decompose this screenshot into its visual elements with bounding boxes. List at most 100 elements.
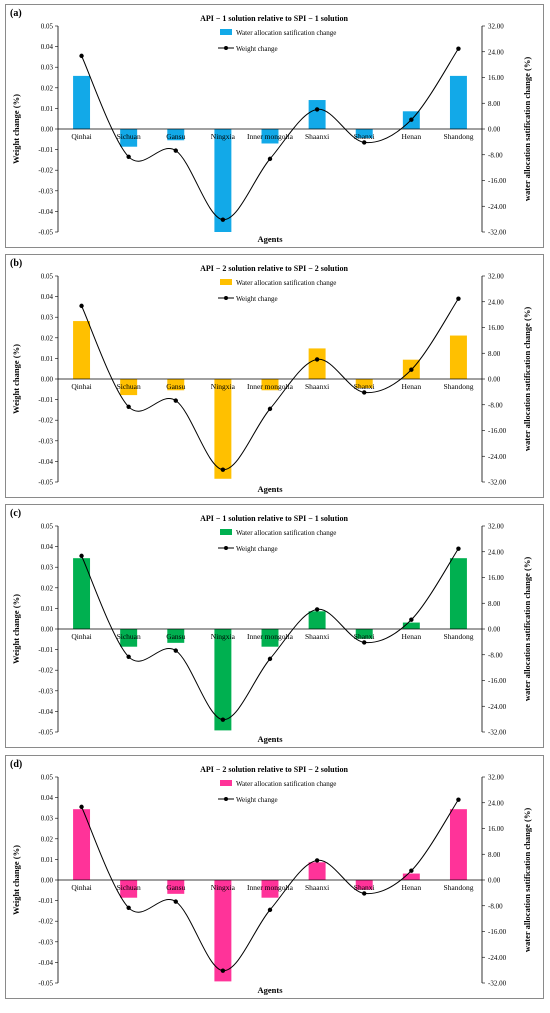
bar xyxy=(261,629,279,647)
x-tick-label: Sichuan xyxy=(117,132,141,141)
y-tick-label: 0.01 xyxy=(41,856,54,864)
legend-swatch-bar xyxy=(220,780,232,786)
y2-tick-label: 24.00 xyxy=(488,799,504,807)
bar xyxy=(449,335,467,379)
x-tick-label: Shandong xyxy=(443,132,473,141)
x-tick-label: Inner mongolia xyxy=(247,382,294,391)
chart-svg: (d) API − 2 solution relative to SPI − 2 … xyxy=(10,759,532,995)
data-point xyxy=(173,148,178,153)
legend-swatch-marker xyxy=(224,797,228,801)
y2-tick-label: 16.00 xyxy=(488,825,504,833)
y-tick-label: -0.05 xyxy=(38,980,53,988)
y-tick-label: 0.02 xyxy=(41,584,54,592)
bar xyxy=(308,348,326,379)
x-tick-label: Ningxia xyxy=(211,132,236,141)
x-tick-label: Shaanxi xyxy=(305,632,329,641)
y-tick-label: -0.01 xyxy=(38,396,53,404)
y-tick-label: 0.05 xyxy=(41,273,54,281)
x-tick-label: Gansu xyxy=(166,883,185,892)
bar xyxy=(449,558,467,629)
bar xyxy=(167,629,185,643)
x-tick-label: Qinhai xyxy=(71,883,91,892)
y-tick-label: 0.00 xyxy=(41,376,54,384)
bar xyxy=(167,880,185,894)
legend-swatch-marker xyxy=(224,46,228,50)
panel-label: (c) xyxy=(10,508,21,519)
data-point xyxy=(126,654,131,660)
data-point xyxy=(267,406,273,412)
data-point xyxy=(267,156,273,162)
y-tick-label: 0.02 xyxy=(41,84,54,92)
x-tick-label: Shandong xyxy=(443,883,473,892)
y2-tick-label: 16.00 xyxy=(488,74,504,82)
x-tick-label: Gansu xyxy=(166,132,185,141)
y-tick-label: 0.00 xyxy=(41,126,54,134)
x-axis-title: Agents xyxy=(257,484,283,494)
y-axis-title: Weight change (%) xyxy=(11,845,21,915)
x-tick-label: Henan xyxy=(402,132,422,141)
y-tick-label: 0.04 xyxy=(41,543,54,551)
y-tick-label: 0.00 xyxy=(41,877,54,885)
legend-swatch-marker xyxy=(224,546,228,550)
panel-label: (a) xyxy=(10,8,22,19)
x-tick-label: Shanxi xyxy=(354,132,375,141)
legend-label-bar: Water allocation satification change xyxy=(236,780,336,788)
y2-tick-label: -32.00 xyxy=(488,980,507,988)
y-axis-title: Weight change (%) xyxy=(11,344,21,414)
data-point xyxy=(220,968,226,973)
y-tick-label: -0.04 xyxy=(38,708,53,716)
y-tick-label: 0.04 xyxy=(41,794,54,802)
y-tick-label: -0.01 xyxy=(38,146,53,154)
x-tick-label: Ningxia xyxy=(211,632,236,641)
y2-tick-label: 8.00 xyxy=(488,851,501,859)
data-point xyxy=(220,467,226,472)
data-point xyxy=(79,553,84,559)
y2-tick-label: -8.00 xyxy=(488,902,503,910)
y2-tick-label: 32.00 xyxy=(488,23,504,31)
y2-tick-label: 32.00 xyxy=(488,523,504,531)
chart-title: API − 2 solution relative to SPI − 2 sol… xyxy=(200,264,348,273)
chart-title: API − 1 solution relative to SPI − 1 sol… xyxy=(200,514,348,523)
data-point xyxy=(456,46,461,51)
x-axis-title: Agents xyxy=(257,734,283,744)
y2-tick-label: -24.00 xyxy=(488,703,507,711)
x-tick-label: Qinhai xyxy=(71,132,91,141)
bar xyxy=(167,379,185,391)
bar xyxy=(167,129,185,141)
data-point xyxy=(314,607,320,612)
bar xyxy=(261,880,279,898)
bar xyxy=(73,558,91,629)
bar xyxy=(261,379,279,391)
data-point xyxy=(362,390,367,395)
x-tick-label: Henan xyxy=(402,632,422,641)
y2-tick-label: 0.00 xyxy=(488,376,501,384)
y2-tick-label: -16.00 xyxy=(488,177,507,185)
legend-label-line: Weight change xyxy=(236,796,278,804)
x-tick-label: Gansu xyxy=(166,382,185,391)
bar xyxy=(120,129,138,147)
y-tick-label: -0.02 xyxy=(38,417,53,425)
chart-svg: (a) API − 1 solution relative to SPI − 1 … xyxy=(10,8,532,244)
data-point xyxy=(409,868,414,873)
bar xyxy=(355,379,373,389)
x-tick-label: Gansu xyxy=(166,632,185,641)
y-tick-label: -0.03 xyxy=(38,187,53,195)
data-point xyxy=(126,154,131,160)
bar xyxy=(308,611,326,629)
legend-label-bar: Water allocation satification change xyxy=(236,279,336,287)
bar xyxy=(120,379,138,396)
chart-panel-b: (b) API − 2 solution relative to SPI − 2 … xyxy=(5,254,544,498)
y2-tick-label: -24.00 xyxy=(488,203,507,211)
y2-tick-label: 24.00 xyxy=(488,48,504,56)
y-tick-label: 0.04 xyxy=(41,43,54,51)
panel-label: (b) xyxy=(10,258,22,269)
data-point xyxy=(173,398,178,403)
y2-tick-label: -24.00 xyxy=(488,954,507,962)
bar xyxy=(214,629,232,731)
chart-svg: (c) API − 1 solution relative to SPI − 1 … xyxy=(10,508,532,744)
bar xyxy=(214,379,232,479)
data-point xyxy=(126,404,131,410)
y2-tick-label: -8.00 xyxy=(488,401,503,409)
y2-tick-label: 8.00 xyxy=(488,100,501,108)
y-tick-label: 0.03 xyxy=(41,815,54,823)
